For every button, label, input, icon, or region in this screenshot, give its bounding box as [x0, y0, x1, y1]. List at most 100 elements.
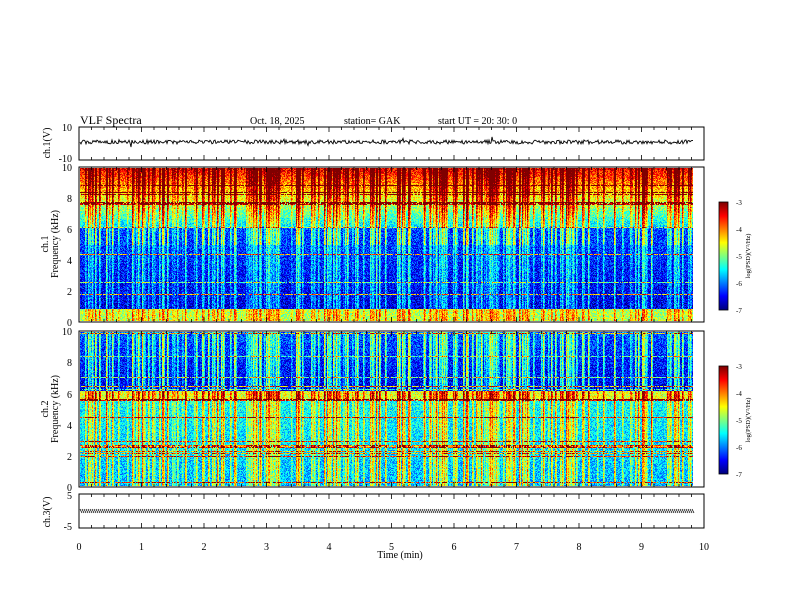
ch1-spectrogram-frame: [78, 166, 705, 323]
ch3-waveform-segment: [339, 508, 343, 514]
ch3-waveform-ylabel: ch.3(V): [42, 497, 53, 528]
ch3-waveform-segment: [279, 508, 283, 514]
xtick-10: 10: [699, 542, 709, 553]
ch1-freq-tick-4: 4: [67, 256, 72, 267]
ch3-waveform-segment: [647, 508, 651, 514]
ch3-waveform-segment: [105, 508, 109, 514]
ch1-cb-tick-6: -6: [736, 280, 742, 288]
ch3-waveform-segment: [89, 508, 93, 514]
ch3-waveform-segment: [685, 508, 689, 514]
ch3-waveform-segment: [415, 508, 419, 514]
ch3-waveform-segment: [163, 508, 167, 514]
ch3-waveform-segment: [95, 508, 99, 514]
ch3-waveform-segment: [677, 508, 681, 514]
ch3-waveform-segment: [421, 508, 425, 514]
ch3-waveform-segment: [353, 508, 357, 514]
ch3-waveform-segment: [395, 508, 399, 514]
ch3-waveform-segment: [281, 508, 285, 514]
ch3-waveform-segment: [329, 508, 333, 514]
ch3-waveform-segment: [675, 508, 679, 514]
ch3-waveform-segment: [495, 508, 499, 514]
xtick-3: 3: [264, 542, 269, 553]
ch3-waveform-segment: [521, 508, 525, 514]
ch1-ytick-top: 10: [62, 123, 72, 134]
ch3-waveform-segment: [231, 508, 235, 514]
ch3-waveform-segment: [369, 508, 373, 514]
ch3-waveform-segment: [597, 508, 601, 514]
ch3-waveform-segment: [399, 508, 403, 514]
ch3-waveform-segment: [559, 508, 563, 514]
ch3-waveform-segment: [621, 508, 625, 514]
ch3-waveform-segment: [553, 508, 557, 514]
ch3-waveform-segment: [463, 508, 467, 514]
ch3-waveform-segment: [601, 508, 605, 514]
ch3-waveform-segment: [419, 508, 423, 514]
ch3-waveform-segment: [111, 508, 115, 514]
ch3-waveform-segment: [297, 508, 301, 514]
ch3-waveform-segment: [455, 508, 459, 514]
ch3-waveform-segment: [479, 508, 483, 514]
ch3-waveform-segment: [669, 508, 673, 514]
ch2-freq-tick-8: 8: [67, 358, 72, 369]
ch3-waveform-segment: [333, 508, 337, 514]
ch3-waveform-segment: [611, 508, 615, 514]
ch3-waveform-segment: [155, 508, 159, 514]
ch3-waveform-segment: [169, 508, 173, 514]
ch3-waveform-segment: [305, 508, 309, 514]
ch2-spectrogram-frame: [78, 330, 705, 488]
ch3-waveform-segment: [653, 508, 657, 514]
ch3-waveform-segment: [233, 508, 237, 514]
ch3-waveform-segment: [217, 508, 221, 514]
ch3-waveform-segment: [189, 508, 193, 514]
ch2-freq-tick-2: 2: [67, 452, 72, 463]
ch3-waveform-segment: [181, 508, 185, 514]
ch3-waveform-segment: [393, 508, 397, 514]
ch3-waveform-segment: [349, 508, 353, 514]
ch3-waveform-segment: [509, 508, 513, 514]
ch3-waveform-segment: [221, 508, 225, 514]
ch3-waveform-segment: [551, 508, 555, 514]
ch3-waveform-segment: [153, 508, 157, 514]
ch3-waveform-segment: [487, 508, 491, 514]
ch3-waveform-segment: [87, 508, 91, 514]
ch3-waveform-segment: [243, 508, 247, 514]
ch3-waveform-segment: [321, 508, 325, 514]
ch3-waveform-segment: [135, 508, 139, 514]
ch3-waveform-segment: [557, 508, 561, 514]
ch3-waveform-segment: [261, 508, 265, 514]
ch3-waveform-segment: [223, 508, 227, 514]
ch3-waveform-segment: [435, 508, 439, 514]
ch3-waveform-segment: [477, 508, 481, 514]
ch3-waveform-segment: [205, 508, 209, 514]
ch3-waveform-segment: [191, 508, 195, 514]
ch3-waveform-segment: [93, 508, 97, 514]
ch3-waveform-segment: [123, 508, 127, 514]
ch1-colorbar-frame: [718, 201, 729, 311]
ch3-waveform-segment: [637, 508, 641, 514]
ch3-waveform-segment: [619, 508, 623, 514]
xtick-8: 8: [577, 542, 582, 553]
ch1-spectrogram-image: [80, 168, 693, 321]
ch3-waveform-segment: [671, 508, 675, 514]
ch3-waveform-segment: [459, 508, 463, 514]
ch3-waveform-segment: [643, 508, 647, 514]
ch3-waveform-segment: [667, 508, 671, 514]
ch3-waveform-segment: [655, 508, 659, 514]
ch3-waveform-segment: [535, 508, 539, 514]
ch3-waveform-segment: [309, 508, 313, 514]
ch3-waveform-segment: [481, 508, 485, 514]
ch3-waveform-segment: [115, 508, 119, 514]
ch3-waveform-segment: [91, 508, 95, 514]
ch3-waveform-segment: [595, 508, 599, 514]
ch3-waveform-segment: [613, 508, 617, 514]
ch3-waveform-segment: [175, 508, 179, 514]
ch3-waveform-segment: [85, 508, 89, 514]
ch3-waveform-segment: [641, 508, 645, 514]
ch3-waveform-segment: [489, 508, 493, 514]
ch1-freq-tick-2: 2: [67, 287, 72, 298]
ch2-colorbar-image: [719, 366, 728, 474]
ch3-waveform-segment: [657, 508, 661, 514]
ch2-freq-tick-4: 4: [67, 421, 72, 432]
